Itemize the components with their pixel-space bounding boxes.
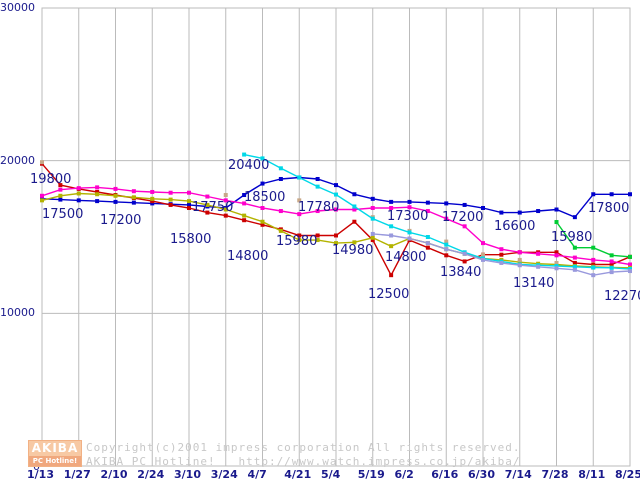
data-value-label: 18500 <box>244 190 286 205</box>
x-tick-label: 4/21 <box>284 468 312 481</box>
x-tick-label: 5/19 <box>357 468 385 481</box>
y-tick-label: 30000 <box>0 1 35 14</box>
x-tick-label: 8/25 <box>615 468 640 481</box>
data-value-label: 13840 <box>440 265 482 280</box>
data-value-label: 19800 <box>30 172 72 187</box>
x-tick-label: 6/16 <box>431 468 459 481</box>
x-tick-label: 7/14 <box>504 468 532 481</box>
data-value-label: 15980 <box>551 230 593 245</box>
data-value-label: 15980 <box>276 234 318 249</box>
data-value-label: 14980 <box>332 243 374 258</box>
x-tick-label: 7/28 <box>541 468 569 481</box>
data-value-label: 12500 <box>368 287 410 302</box>
x-tick-label: 5/4 <box>321 468 341 481</box>
data-value-label: 13140 <box>513 276 555 291</box>
akiba-logo: AKIBA PC Hotline! <box>28 440 82 467</box>
data-value-label: 14800 <box>385 250 427 265</box>
data-value-label: 17200 <box>442 210 484 225</box>
x-tick-label: 6/30 <box>468 468 495 481</box>
data-value-label: 17200 <box>100 213 142 228</box>
x-tick-label: 3/10 <box>174 468 201 481</box>
logo-subtitle: PC Hotline! <box>29 456 81 466</box>
x-tick-label: 3/24 <box>210 468 238 481</box>
copyright-line-2: AKIBA PC Hotline! http://www.watch.impre… <box>86 455 521 468</box>
data-value-label: 17750 <box>192 200 234 215</box>
x-tick-label: 6/2 <box>394 468 414 481</box>
logo-title: AKIBA <box>31 441 79 455</box>
data-value-label: 20400 <box>228 158 270 173</box>
x-tick-label: 4/7 <box>247 468 267 481</box>
x-tick-label: 1/27 <box>63 468 91 481</box>
x-tick-label: 8/11 <box>578 468 606 481</box>
y-tick-label: 10000 <box>0 306 35 320</box>
data-value-label: 17300 <box>387 209 429 224</box>
x-tick-label: 2/10 <box>100 468 128 481</box>
y-tick-label: 20000 <box>0 153 35 167</box>
copyright-line-1: Copyright(c)2001 impress corporation All… <box>86 441 521 454</box>
data-value-label: 17800 <box>588 201 630 216</box>
x-tick-label: 2/24 <box>137 468 165 481</box>
data-value-label: 15800 <box>170 232 212 247</box>
data-value-label: 17780 <box>298 200 340 215</box>
data-value-label: 16600 <box>494 219 536 234</box>
data-value-label: 14800 <box>227 249 269 264</box>
series-layer <box>40 152 632 278</box>
x-tick-label: 1/13 <box>27 468 54 481</box>
data-value-label: 12270 <box>604 289 640 304</box>
data-value-label: 17500 <box>42 207 84 222</box>
